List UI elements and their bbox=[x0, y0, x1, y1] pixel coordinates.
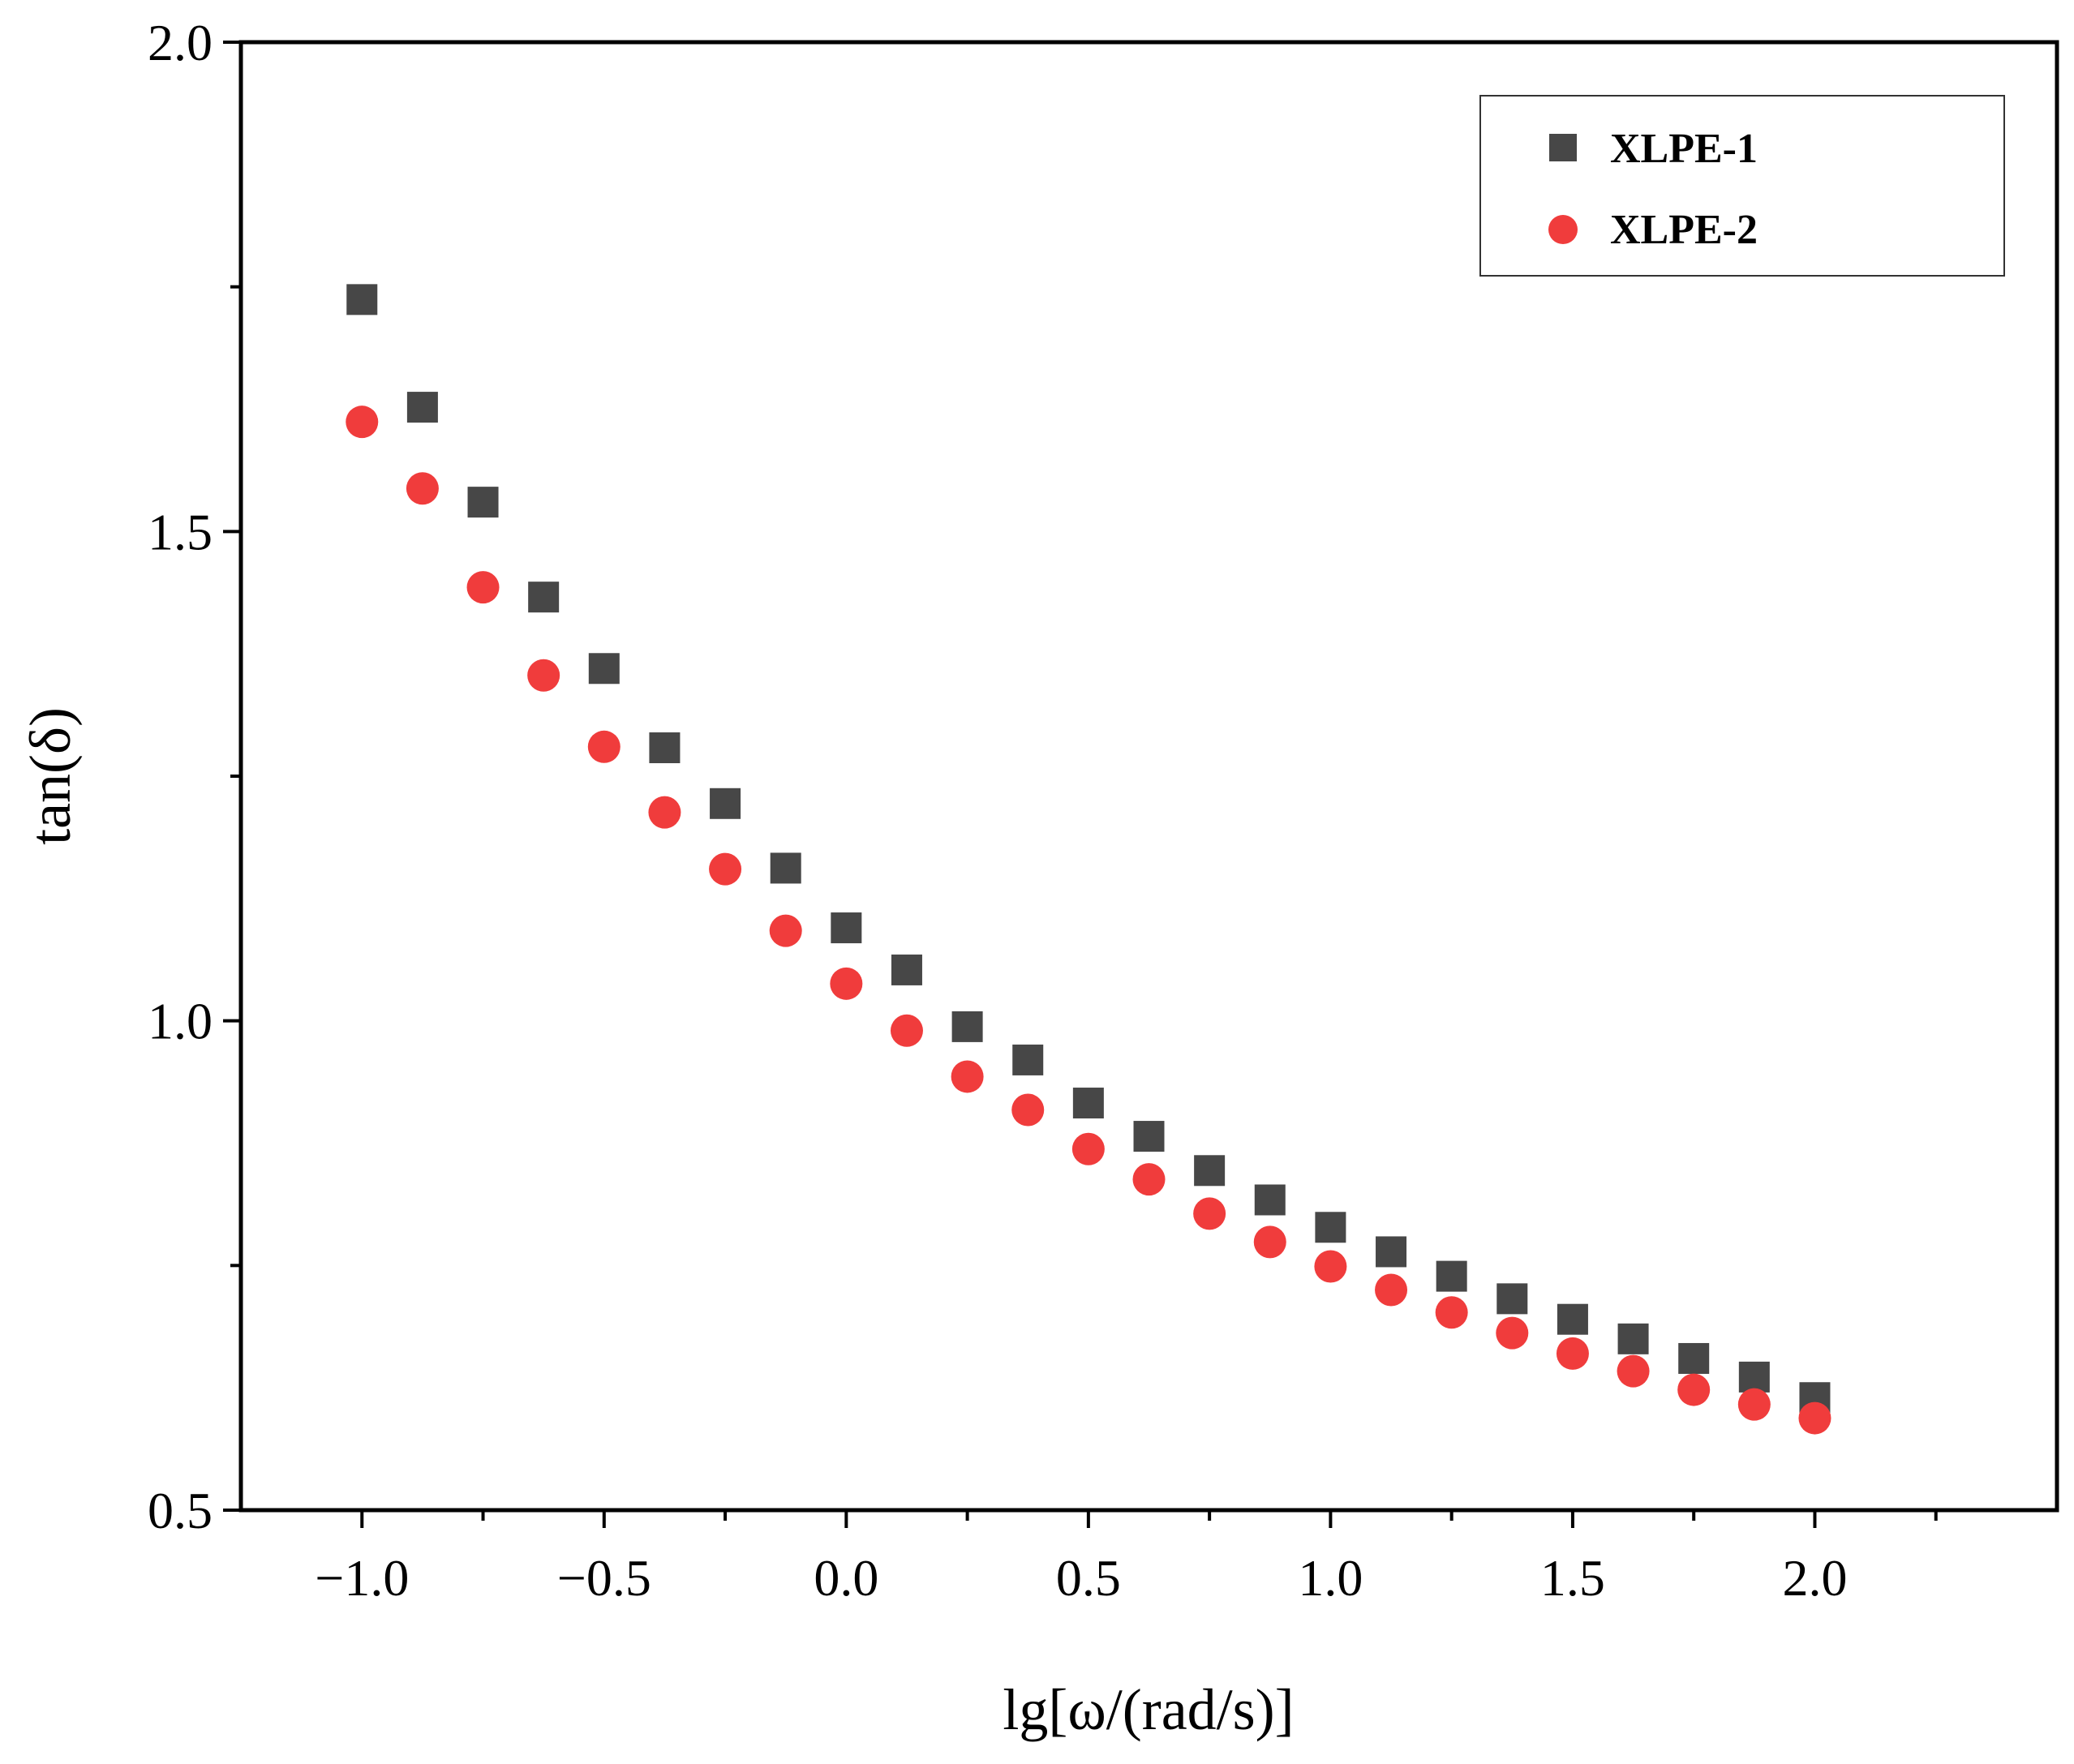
data-point-square bbox=[1436, 1260, 1467, 1292]
x-axis: −1.0 −0.5 0.0 0.5 1.0 1.5 2.0 bbox=[315, 1510, 1938, 1607]
data-point-square bbox=[770, 852, 801, 884]
series-xlpe-1 bbox=[346, 284, 1831, 1414]
data-point-circle bbox=[1798, 1401, 1831, 1435]
data-marks bbox=[346, 284, 1831, 1435]
data-point-circle bbox=[1737, 1388, 1771, 1421]
x-tick-label: −0.5 bbox=[557, 1549, 651, 1607]
data-point-square bbox=[1678, 1342, 1710, 1374]
legend-label-xlpe-1: XLPE-1 bbox=[1610, 126, 1758, 172]
data-point-circle bbox=[1496, 1316, 1529, 1350]
data-point-circle bbox=[1617, 1354, 1650, 1388]
data-point-circle bbox=[890, 1014, 923, 1047]
data-point-circle bbox=[1435, 1296, 1468, 1329]
y-axis-title: tan(δ) bbox=[18, 707, 83, 845]
data-point-square bbox=[1254, 1184, 1286, 1216]
series-xlpe-2 bbox=[346, 406, 1831, 1435]
legend-label-xlpe-2: XLPE-2 bbox=[1610, 207, 1758, 253]
y-tick-label: 1.5 bbox=[148, 503, 213, 560]
data-point-circle bbox=[769, 914, 802, 947]
data-point-circle bbox=[1071, 1132, 1105, 1165]
data-point-circle bbox=[709, 852, 742, 886]
legend-marker-xlpe-2 bbox=[1548, 215, 1578, 244]
data-point-square bbox=[1072, 1088, 1104, 1119]
data-point-square bbox=[588, 653, 620, 685]
y-tick-label: 0.5 bbox=[148, 1482, 213, 1539]
data-point-circle bbox=[830, 967, 863, 1000]
data-point-square bbox=[1496, 1283, 1528, 1315]
data-point-circle bbox=[1375, 1273, 1408, 1307]
data-point-circle bbox=[527, 659, 560, 692]
data-point-square bbox=[406, 392, 438, 423]
data-point-circle bbox=[1193, 1197, 1226, 1230]
data-point-square bbox=[1133, 1121, 1165, 1152]
data-point-circle bbox=[1132, 1163, 1166, 1196]
data-point-circle bbox=[1314, 1250, 1347, 1283]
data-point-square bbox=[1194, 1155, 1226, 1187]
data-point-square bbox=[831, 912, 862, 944]
y-tick-label: 2.0 bbox=[148, 14, 213, 71]
data-point-circle bbox=[587, 730, 620, 763]
legend: XLPE-1 XLPE-2 bbox=[1479, 95, 2005, 277]
data-point-circle bbox=[648, 796, 681, 829]
x-tick-label: 2.0 bbox=[1782, 1549, 1847, 1607]
data-point-square bbox=[1315, 1212, 1346, 1243]
x-tick-label: −1.0 bbox=[315, 1549, 409, 1607]
data-point-square bbox=[1617, 1323, 1649, 1354]
data-point-circle bbox=[406, 472, 439, 505]
y-tick-label: 1.0 bbox=[148, 993, 213, 1050]
data-point-square bbox=[1738, 1361, 1770, 1393]
data-point-circle bbox=[1253, 1225, 1286, 1259]
data-point-square bbox=[1376, 1236, 1407, 1268]
data-point-square bbox=[649, 732, 681, 764]
x-tick-label: 0.0 bbox=[814, 1549, 878, 1607]
data-point-square bbox=[951, 1011, 983, 1042]
y-axis: 0.5 1.0 1.5 2.0 bbox=[148, 14, 241, 1539]
data-point-square bbox=[528, 582, 560, 613]
data-point-square bbox=[1012, 1044, 1044, 1075]
x-axis-title: lg[ω/(rad/s)] bbox=[1003, 1677, 1294, 1742]
legend-box bbox=[1479, 95, 2005, 277]
data-point-circle bbox=[951, 1060, 984, 1093]
x-tick-label: 0.5 bbox=[1056, 1549, 1121, 1607]
data-point-circle bbox=[466, 571, 500, 604]
data-point-square bbox=[1557, 1303, 1588, 1335]
data-point-square bbox=[891, 954, 922, 985]
x-tick-label: 1.5 bbox=[1540, 1549, 1605, 1607]
x-tick-label: 1.0 bbox=[1298, 1549, 1363, 1607]
data-point-square bbox=[346, 284, 378, 315]
data-point-square bbox=[710, 788, 741, 819]
data-point-circle bbox=[1556, 1337, 1589, 1370]
data-point-square bbox=[467, 487, 499, 518]
legend-marker-xlpe-1 bbox=[1549, 134, 1577, 161]
data-point-circle bbox=[1677, 1373, 1711, 1406]
data-point-circle bbox=[1011, 1093, 1045, 1127]
data-point-circle bbox=[346, 406, 379, 439]
